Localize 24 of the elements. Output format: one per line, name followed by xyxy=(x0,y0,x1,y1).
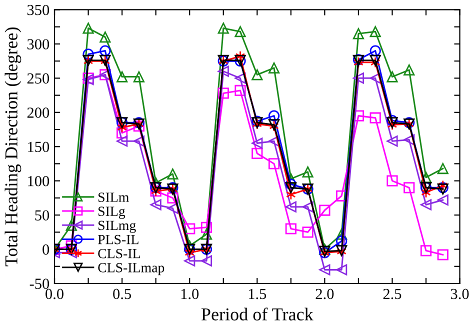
x-axis-title: Period of Track xyxy=(201,308,314,320)
y-tick-label: 100 xyxy=(28,176,50,186)
legend-label: SILm xyxy=(98,192,129,202)
x-tick-label: 2.5 xyxy=(383,288,402,300)
y-tick-label: 350 xyxy=(27,4,50,16)
legend-label: SILmg xyxy=(98,220,136,233)
y-tick-label: 300 xyxy=(27,39,50,50)
y-tick-label: 250 xyxy=(27,73,50,84)
x-tick-label: 2.0 xyxy=(316,288,334,300)
legend-label: CLS-IL xyxy=(98,248,140,258)
legend-label: SILg xyxy=(98,206,126,219)
legend-label: PLS-IL xyxy=(98,234,138,244)
x-tick-label: 0.5 xyxy=(113,288,132,300)
x-tick-label: 1.0 xyxy=(181,288,199,300)
y-tick-label: 200 xyxy=(27,108,50,118)
x-tick-label: 0.0 xyxy=(46,288,64,300)
y-tick-label: -50 xyxy=(30,278,50,289)
x-tick-label: 3.0 xyxy=(450,288,469,300)
y-tick-label: 150 xyxy=(28,142,50,152)
x-tick-label: 1.5 xyxy=(248,288,266,300)
y-tick-label: 0 xyxy=(42,244,50,255)
legend-label: CLS-ILmap xyxy=(98,263,164,276)
y-axis-title: Total Heading Direction (degree) xyxy=(4,27,22,266)
y-tick-label: 50 xyxy=(35,210,50,221)
